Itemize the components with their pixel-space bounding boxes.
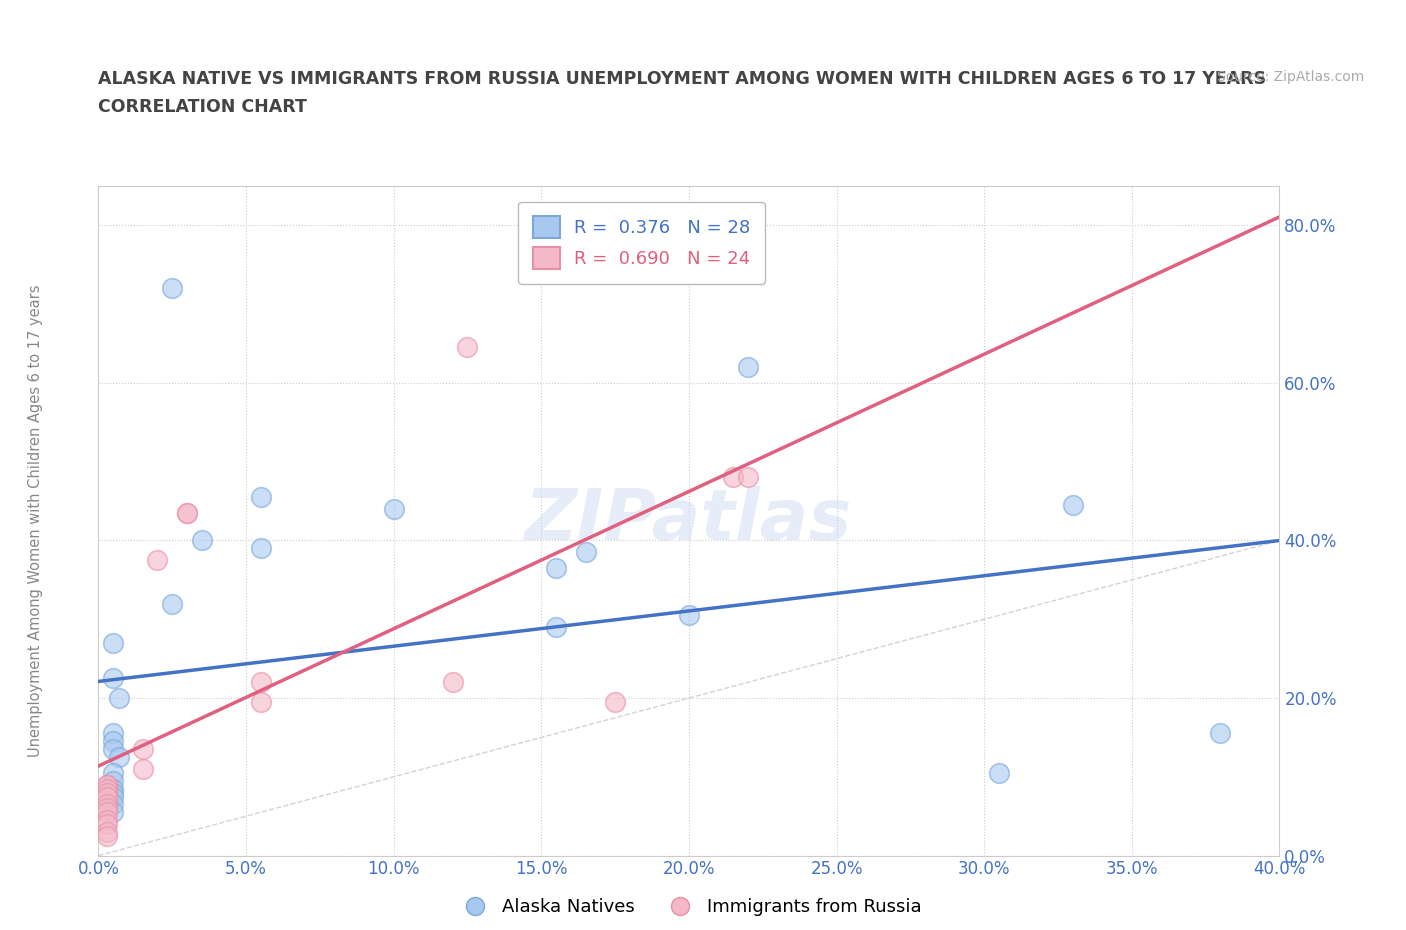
Point: [544, 619, 567, 634]
Point: [382, 501, 405, 516]
Point: [250, 695, 273, 710]
Point: [103, 635, 125, 650]
Point: [987, 765, 1010, 780]
Point: [162, 281, 183, 296]
Legend: Alaska Natives, Immigrants from Russia: Alaska Natives, Immigrants from Russia: [450, 891, 928, 923]
Point: [162, 596, 183, 611]
Point: [737, 470, 759, 485]
Point: [108, 750, 131, 764]
Point: [103, 726, 125, 741]
Point: [176, 506, 198, 521]
Point: [250, 541, 273, 556]
Point: [96, 817, 118, 831]
Point: [103, 742, 125, 757]
Point: [96, 785, 118, 800]
Point: [103, 785, 125, 800]
Point: [103, 774, 125, 789]
Point: [191, 533, 214, 548]
Point: [103, 734, 125, 749]
Text: ALASKA NATIVE VS IMMIGRANTS FROM RUSSIA UNEMPLOYMENT AMONG WOMEN WITH CHILDREN A: ALASKA NATIVE VS IMMIGRANTS FROM RUSSIA …: [98, 70, 1267, 87]
Point: [456, 340, 478, 355]
Point: [250, 490, 273, 505]
Text: ZIPatlas: ZIPatlas: [526, 486, 852, 555]
Point: [132, 742, 155, 757]
Point: [103, 789, 125, 804]
Point: [96, 801, 118, 816]
Point: [96, 781, 118, 796]
Point: [96, 777, 118, 792]
Point: [1209, 726, 1232, 741]
Point: [103, 765, 125, 780]
Text: CORRELATION CHART: CORRELATION CHART: [98, 98, 308, 115]
Point: [96, 829, 118, 844]
Point: [737, 360, 759, 375]
Point: [96, 789, 118, 804]
Point: [108, 691, 131, 706]
Text: Unemployment Among Women with Children Ages 6 to 17 years: Unemployment Among Women with Children A…: [28, 285, 42, 757]
Point: [721, 470, 744, 485]
Point: [103, 671, 125, 685]
Point: [574, 545, 596, 560]
Text: Source: ZipAtlas.com: Source: ZipAtlas.com: [1216, 70, 1364, 84]
Point: [103, 804, 125, 819]
Point: [96, 804, 118, 819]
Point: [103, 797, 125, 812]
Point: [103, 781, 125, 796]
Point: [441, 675, 464, 690]
Point: [544, 561, 567, 576]
Point: [605, 695, 627, 710]
Point: [176, 506, 198, 521]
Point: [96, 797, 118, 812]
Point: [678, 608, 700, 623]
Point: [96, 813, 118, 828]
Point: [96, 777, 118, 792]
Point: [1062, 498, 1084, 512]
Point: [250, 675, 273, 690]
Point: [96, 825, 118, 840]
Point: [132, 762, 155, 777]
Point: [146, 552, 169, 567]
